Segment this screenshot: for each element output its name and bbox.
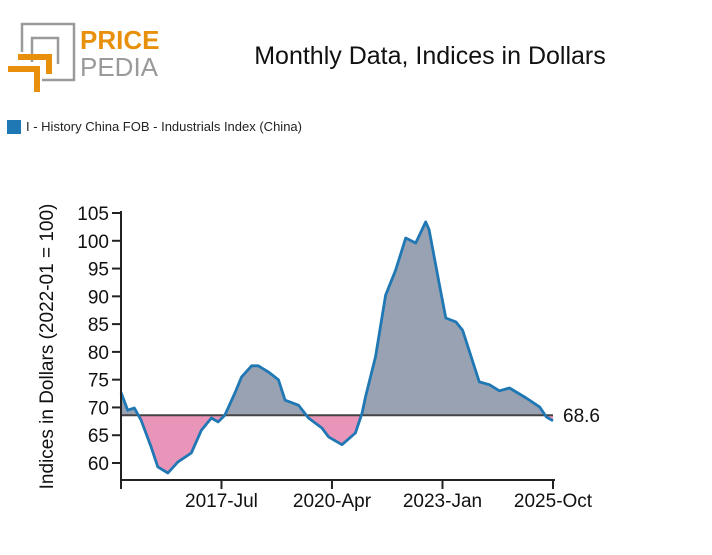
x-tick-label: 2025-Oct xyxy=(514,491,593,512)
legend-item[interactable]: I - History China FOB - Industrials Inde… xyxy=(7,119,302,134)
svg-text:PEDIA: PEDIA xyxy=(80,52,159,82)
y-tick-label: 95 xyxy=(88,260,109,281)
chart-title: Monthly Data, Indices in Dollars xyxy=(254,42,606,70)
x-tick-label: 2017-Jul xyxy=(185,491,258,512)
x-tick-label: 2023-Jan xyxy=(403,491,482,512)
x-tick-label: 2020-Apr xyxy=(293,491,372,512)
legend-swatch xyxy=(7,119,21,134)
y-tick-label: 80 xyxy=(88,343,109,364)
area-below-reference xyxy=(138,415,553,473)
svg-text:PRICE: PRICE xyxy=(80,25,159,55)
reference-label: 68.6 xyxy=(563,406,600,427)
y-tick-label: 105 xyxy=(77,204,109,225)
legend-label: I - History China FOB - Industrials Inde… xyxy=(26,119,302,134)
y-tick-label: 75 xyxy=(88,371,109,392)
y-tick-label: 70 xyxy=(88,398,109,419)
y-tick-label: 60 xyxy=(88,454,109,475)
area-above-reference xyxy=(121,221,553,416)
y-tick-label: 90 xyxy=(88,287,109,308)
y-axis-label: Indices in Dollars (2022-01 = 100) xyxy=(37,204,58,490)
series-line xyxy=(119,220,554,475)
pricepedia-logo: PRICE PEDIA xyxy=(8,22,159,92)
y-tick-label: 100 xyxy=(77,232,109,253)
y-tick-label: 85 xyxy=(88,315,109,336)
y-tick-label: 65 xyxy=(88,426,109,447)
